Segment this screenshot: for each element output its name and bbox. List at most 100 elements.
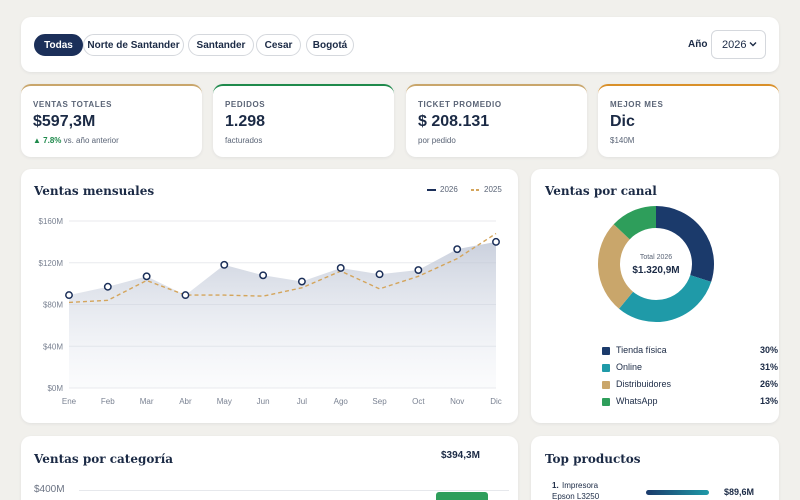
filter-chip[interactable]: Norte de Santander <box>83 34 184 56</box>
channel-percent: 30% <box>760 345 779 355</box>
kpi-value: 1.298 <box>225 113 266 130</box>
legend-swatch <box>471 188 480 191</box>
legend-swatch <box>602 347 610 355</box>
category-axis-label: $400M <box>34 484 65 495</box>
kpi-value: $ 208.131 <box>418 113 490 130</box>
x-tick-label: Ene <box>62 397 77 406</box>
donut-center-value: $1.320,9M <box>632 265 679 276</box>
channel-legend-item: WhatsApp 13% <box>602 396 782 411</box>
kpi-label: PEDIDOS <box>225 100 266 109</box>
kpi-sub: ▲ 7.8% vs. año anterior <box>33 136 119 145</box>
legend-item-2025: 2025 <box>471 185 502 194</box>
y-tick-label: $40M <box>43 342 63 351</box>
y-tick-label: $120M <box>39 259 64 268</box>
kpi-value: $597,3M <box>33 113 96 130</box>
chevron-down-icon <box>749 42 757 47</box>
data-point-2026[interactable] <box>259 271 268 280</box>
x-tick-label: Dic <box>490 397 502 406</box>
filter-chip[interactable]: Todas <box>34 34 83 56</box>
kpi-label: VENTAS TOTALES <box>33 100 113 109</box>
year-select[interactable]: 2026 <box>711 30 766 59</box>
legend-swatch <box>427 188 436 191</box>
legend-swatch <box>602 364 610 372</box>
top-products-title: Top productos <box>545 452 641 466</box>
x-tick-label: Feb <box>101 397 115 406</box>
data-point-2026[interactable] <box>492 237 500 246</box>
data-point-2026[interactable] <box>103 282 112 291</box>
channel-sales-panel: Ventas por canal Total 2026 $1.320,9M Tie… <box>531 169 779 423</box>
kpi-pedidos: PEDIDOS 1.298 facturados <box>213 84 394 157</box>
filter-chip[interactable]: Bogotá <box>306 34 354 56</box>
kpi-sub: $140M <box>610 136 635 145</box>
channel-name: Online <box>616 362 643 372</box>
kpi-sub: por pedido <box>418 136 456 145</box>
channel-percent: 13% <box>760 396 779 406</box>
x-tick-label: Nov <box>450 397 464 406</box>
data-point-2026[interactable] <box>414 266 423 275</box>
filter-bar: Todas Norte de Santander Santander Cesar Bog… <box>21 17 779 72</box>
channel-legend-item: Tienda física 30% <box>602 345 782 360</box>
legend-label: 2026 <box>440 185 458 194</box>
kpi-sub-text: vs. año anterior <box>63 136 119 145</box>
category-bar <box>436 492 488 500</box>
channel-legend-item: Distribuidores 26% <box>602 379 782 394</box>
legend-item-2026: 2026 <box>427 185 458 194</box>
category-sales-title: Ventas por categoría <box>34 452 174 466</box>
year-select-value: 2026 <box>722 38 747 51</box>
donut-slice[interactable] <box>613 206 657 240</box>
channel-sales-title: Ventas por canal <box>545 184 657 198</box>
kpi-mejor-mes: MEJOR MES Dic $140M <box>598 84 779 157</box>
data-point-2026[interactable] <box>65 291 73 300</box>
series-area-2026 <box>69 241 496 388</box>
legend-swatch <box>602 381 610 389</box>
channel-percent: 31% <box>760 362 779 372</box>
product-bar <box>646 490 709 495</box>
x-tick-label: Jul <box>297 397 307 406</box>
channel-name: Distribuidores <box>616 379 672 389</box>
filter-chip[interactable]: Santander <box>188 34 254 56</box>
donut-center-label: Total 2026 <box>640 254 672 261</box>
monthly-sales-title: Ventas mensuales <box>34 184 155 198</box>
monthly-sales-chart: $0M $40M $80M $120M $160M Ene Feb Mar Abr May Jun J… <box>39 217 502 406</box>
kpi-value: Dic <box>610 113 635 130</box>
legend-label: 2025 <box>484 185 502 194</box>
data-point-2026[interactable] <box>220 260 229 269</box>
product-rank: 1. <box>552 481 559 490</box>
data-point-2026[interactable] <box>181 291 190 300</box>
x-tick-label: May <box>217 397 232 406</box>
category-gridline <box>79 490 509 491</box>
channel-percent: 26% <box>760 379 779 389</box>
filter-chip[interactable]: Cesar <box>256 34 301 56</box>
kpi-sub: facturados <box>225 136 263 145</box>
year-label: Año <box>688 39 708 50</box>
category-sales-panel: Ventas por categoría $400M $394,3M <box>21 436 518 500</box>
x-tick-label: Sep <box>372 397 387 406</box>
channel-name: Tienda física <box>616 345 667 355</box>
channel-donut-chart: Total 2026 $1.320,9M <box>598 206 714 322</box>
y-tick-label: $160M <box>39 217 64 226</box>
top-products-panel: Top productos 1. Impresora Epson L3250 $… <box>531 436 779 500</box>
data-point-2026[interactable] <box>142 272 151 281</box>
donut-slice[interactable] <box>619 274 712 322</box>
x-tick-label: Jun <box>257 397 270 406</box>
channel-legend-item: Online 31% <box>602 362 782 377</box>
kpi-ventas-totales: VENTAS TOTALES $597,3M ▲ 7.8% vs. año an… <box>21 84 202 157</box>
legend-swatch <box>602 398 610 406</box>
kpi-label: MEJOR MES <box>610 100 664 109</box>
series-line-2025 <box>68 232 497 304</box>
donut-slice[interactable] <box>655 206 714 282</box>
kpi-ticket-promedio: TICKET PROMEDIO $ 208.131 por pedido <box>406 84 587 157</box>
kpi-delta: ▲ 7.8% <box>33 136 62 145</box>
channel-name: WhatsApp <box>616 396 658 406</box>
category-bar-label: $394,3M <box>441 450 480 461</box>
donut-slice[interactable] <box>598 224 634 309</box>
data-point-2026[interactable] <box>453 245 462 254</box>
data-point-2026[interactable] <box>375 270 384 279</box>
y-tick-label: $0M <box>47 384 63 393</box>
monthly-sales-panel: Ventas mensuales 2026 2025 $0M $40M $80M $1… <box>21 169 518 423</box>
data-point-2026[interactable] <box>297 277 306 286</box>
y-tick-label: $80M <box>43 301 63 310</box>
data-point-2026[interactable] <box>336 264 345 272</box>
x-tick-label: Ago <box>334 397 349 406</box>
product-name-line2: Epson L3250 <box>552 492 600 500</box>
